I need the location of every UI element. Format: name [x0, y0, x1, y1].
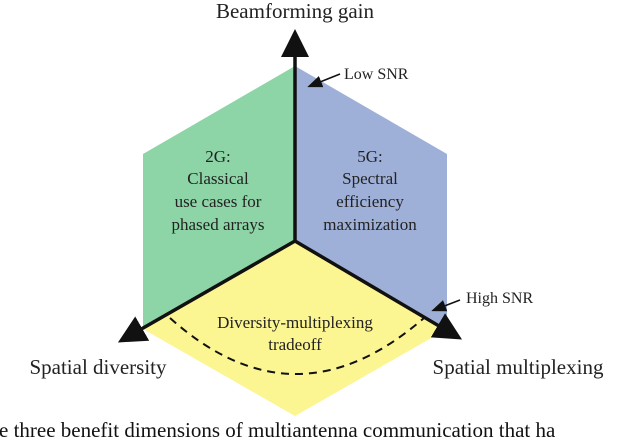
high-snr-label: High SNR — [466, 290, 533, 307]
axis-label-left: Spatial diversity — [29, 355, 167, 379]
region-green — [143, 66, 295, 329]
figure-caption: re three benefit dimensions of multiante… — [0, 418, 556, 442]
region-yellow — [143, 241, 447, 416]
svg-text:phased arrays: phased arrays — [172, 215, 265, 234]
yellow-region-text: Diversity-multiplexing tradeoff — [217, 313, 373, 354]
green-region-text: 2G: Classical use cases for phased array… — [172, 147, 265, 234]
axis-diversity — [117, 239, 296, 343]
svg-text:efficiency: efficiency — [336, 192, 404, 211]
blue-region-text: 5G: Spectral efficiency maximization — [323, 147, 417, 234]
svg-text:tradeoff: tradeoff — [268, 335, 322, 354]
axis-label-right: Spatial multiplexing — [433, 355, 604, 379]
svg-text:use cases for: use cases for — [175, 192, 262, 211]
svg-text:Diversity-multiplexing: Diversity-multiplexing — [217, 313, 373, 332]
axis-label-top: Beamforming gain — [216, 0, 375, 23]
low-snr-label: Low SNR — [344, 66, 409, 83]
svg-text:5G:: 5G: — [357, 147, 383, 166]
svg-text:Spectral: Spectral — [342, 169, 398, 188]
high-snr-arrow — [431, 299, 461, 312]
tradeoff-curve — [169, 317, 425, 375]
low-snr-arrow — [307, 73, 341, 88]
axis-multiplexing — [294, 239, 463, 340]
svg-text:maximization: maximization — [323, 215, 417, 234]
region-blue — [295, 66, 447, 329]
svg-text:Classical: Classical — [187, 169, 249, 188]
svg-text:2G:: 2G: — [205, 147, 231, 166]
